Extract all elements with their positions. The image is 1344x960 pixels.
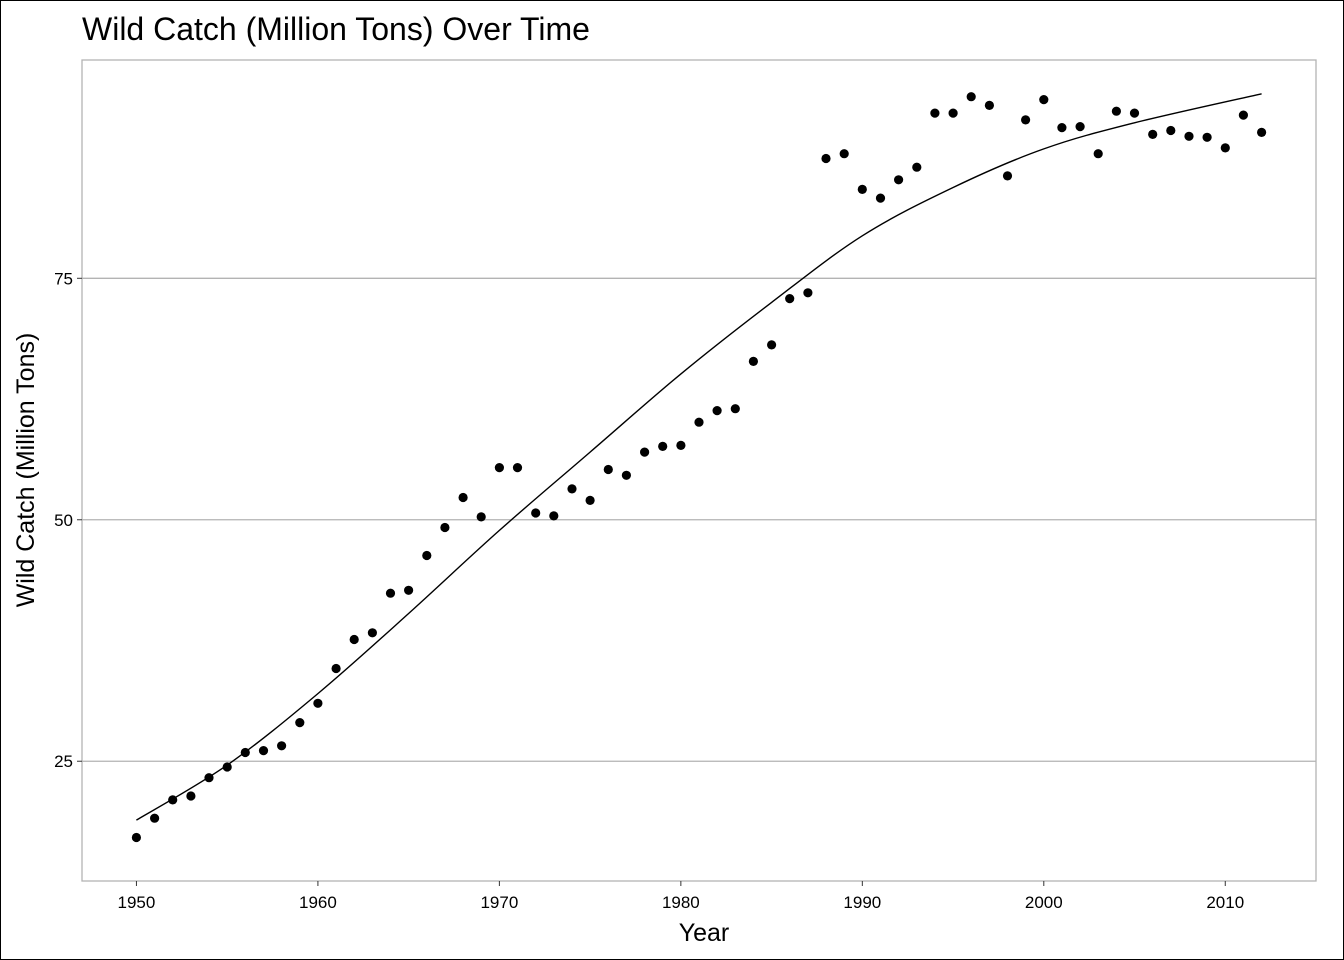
data-point <box>984 100 995 110</box>
data-point <box>549 511 559 521</box>
data-point <box>150 813 160 823</box>
points-layer <box>131 92 1267 843</box>
data-point <box>440 522 450 533</box>
data-point <box>131 832 141 843</box>
data-point <box>585 495 595 505</box>
data-point <box>857 184 867 194</box>
data-point <box>222 762 232 772</box>
data-point <box>531 508 541 518</box>
data-point <box>1057 123 1067 133</box>
data-point <box>603 464 613 475</box>
data-point <box>803 288 813 298</box>
data-point <box>1257 127 1267 137</box>
data-point <box>1184 131 1194 141</box>
data-point <box>1220 143 1230 153</box>
data-point <box>1093 149 1103 159</box>
data-point <box>1075 122 1085 132</box>
data-point <box>385 588 396 598</box>
data-point <box>730 404 740 414</box>
data-point <box>839 149 849 159</box>
data-point <box>930 108 940 118</box>
y-tick-label: 75 <box>54 269 73 288</box>
data-point <box>512 463 523 473</box>
data-point <box>313 698 323 708</box>
x-tick-label: 2010 <box>1206 893 1244 912</box>
data-point <box>494 463 504 473</box>
data-point <box>186 791 196 801</box>
data-point <box>458 492 468 503</box>
data-point <box>658 441 668 451</box>
x-tick-label: 1960 <box>299 893 337 912</box>
data-point <box>1202 132 1212 142</box>
data-point <box>712 406 722 416</box>
data-point <box>422 550 432 561</box>
data-point <box>476 512 486 522</box>
data-point <box>1111 106 1121 116</box>
chart-title: Wild Catch (Million Tons) Over Time <box>82 11 590 47</box>
data-point <box>1129 108 1140 118</box>
data-point <box>785 294 795 304</box>
plot-panel <box>81 59 1317 882</box>
data-point <box>295 718 305 728</box>
data-point <box>948 108 958 118</box>
y-tick-label: 25 <box>54 752 73 771</box>
x-axis-label: Year <box>679 919 730 947</box>
data-point <box>240 747 250 758</box>
data-point <box>894 175 904 185</box>
x-tick-label: 2000 <box>1025 893 1063 912</box>
data-point <box>640 447 650 457</box>
data-point <box>1238 110 1248 120</box>
data-point <box>1166 125 1176 136</box>
data-point <box>258 746 269 756</box>
x-tick-label: 1970 <box>480 893 518 912</box>
data-point <box>277 741 287 751</box>
data-point <box>676 440 686 450</box>
data-point <box>367 628 377 638</box>
data-point <box>204 773 214 783</box>
data-point <box>875 193 886 203</box>
x-tick-label: 1950 <box>118 893 156 912</box>
data-point <box>821 153 831 164</box>
data-point <box>966 92 976 102</box>
data-point <box>349 634 359 645</box>
gridlines <box>82 277 1316 762</box>
data-point <box>567 484 577 494</box>
axis-ticks: 25 50 75 1950 1960 1970 1980 1990 2000 2010 <box>54 269 1244 912</box>
data-point <box>1039 95 1049 105</box>
x-tick-label: 1990 <box>843 893 881 912</box>
trend-line <box>136 93 1262 821</box>
data-point <box>767 340 777 350</box>
data-point <box>1002 171 1013 181</box>
data-point <box>694 417 704 427</box>
trend-layer <box>136 93 1262 821</box>
y-tick-label: 50 <box>54 511 73 530</box>
x-tick-label: 1980 <box>662 893 700 912</box>
data-point <box>168 795 178 805</box>
data-point <box>404 585 414 595</box>
data-point <box>621 470 632 480</box>
y-axis-label: Wild Catch (Million Tons) <box>12 333 40 608</box>
data-point <box>748 356 759 366</box>
data-point <box>912 162 922 172</box>
data-point <box>331 663 341 674</box>
data-point <box>1021 115 1031 125</box>
data-point <box>1148 129 1158 139</box>
